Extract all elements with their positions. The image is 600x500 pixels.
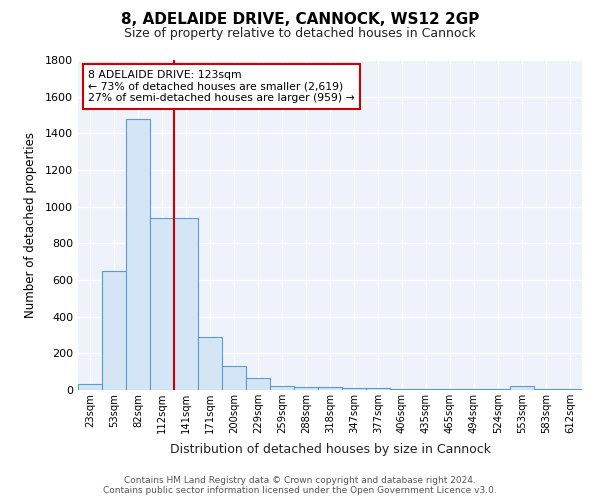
Bar: [198, 337, 222, 390]
Bar: [246, 378, 270, 390]
Bar: [462, 389, 486, 390]
Bar: [102, 271, 126, 390]
Y-axis label: Number of detached properties: Number of detached properties: [23, 132, 37, 318]
Bar: [222, 366, 246, 390]
Bar: [150, 218, 174, 390]
Bar: [78, 384, 102, 390]
Text: Contains HM Land Registry data © Crown copyright and database right 2024.
Contai: Contains HM Land Registry data © Crown c…: [103, 476, 497, 495]
Bar: [558, 389, 582, 390]
Bar: [534, 389, 558, 390]
Bar: [366, 388, 390, 390]
Bar: [174, 218, 198, 390]
Bar: [510, 386, 534, 390]
Bar: [438, 389, 462, 390]
Bar: [126, 118, 150, 390]
Bar: [294, 387, 318, 390]
Text: 8 ADELAIDE DRIVE: 123sqm
← 73% of detached houses are smaller (2,619)
27% of sem: 8 ADELAIDE DRIVE: 123sqm ← 73% of detach…: [88, 70, 355, 103]
Bar: [414, 389, 438, 390]
Bar: [270, 386, 294, 390]
Text: Distribution of detached houses by size in Cannock: Distribution of detached houses by size …: [170, 442, 491, 456]
Text: 8, ADELAIDE DRIVE, CANNOCK, WS12 2GP: 8, ADELAIDE DRIVE, CANNOCK, WS12 2GP: [121, 12, 479, 28]
Bar: [342, 388, 366, 390]
Bar: [486, 389, 510, 390]
Bar: [318, 387, 342, 390]
Text: Size of property relative to detached houses in Cannock: Size of property relative to detached ho…: [124, 28, 476, 40]
Bar: [390, 389, 414, 390]
